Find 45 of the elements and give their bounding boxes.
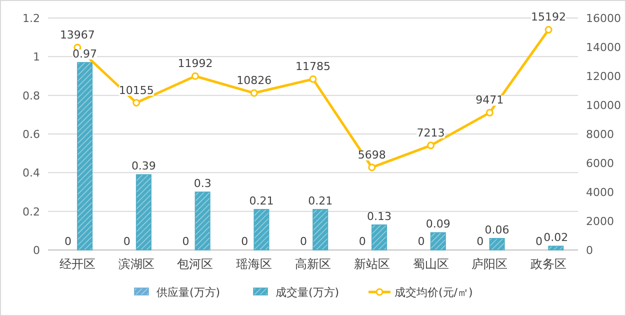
y2-tick-label: 12000 xyxy=(586,70,621,83)
y-tick-label: 0.2 xyxy=(22,205,40,218)
x-tick-label: 新站区 xyxy=(354,257,390,271)
bar xyxy=(430,232,446,250)
y2-tick-label: 0 xyxy=(586,244,593,257)
y2-tick-label: 10000 xyxy=(586,99,621,112)
y-tick-label: 0.4 xyxy=(22,166,40,180)
legend-label: 成交量(万方) xyxy=(276,286,340,299)
y2-tick-label: 16000 xyxy=(586,12,621,25)
bar xyxy=(371,224,388,250)
y2-tick-label: 4000 xyxy=(586,186,614,199)
y-tick-label: 1 xyxy=(33,50,40,64)
y2-tick-label: 8000 xyxy=(586,128,614,141)
y-tick-label: 1.2 xyxy=(22,12,40,25)
point xyxy=(486,108,494,116)
y2-tick-label: 14000 xyxy=(586,41,621,54)
x-tick-label: 包河区 xyxy=(177,257,214,271)
y2-tick-label: 2000 xyxy=(586,215,614,228)
x-tick-label: 高新区 xyxy=(295,257,331,271)
x-tick-label: 经开区 xyxy=(59,257,96,271)
bar xyxy=(312,209,328,250)
y-tick-label: 0.8 xyxy=(22,89,40,102)
y-tick-label: 0 xyxy=(33,244,40,257)
bar xyxy=(77,62,93,250)
x-tick-label: 瑶海区 xyxy=(236,257,272,271)
point xyxy=(191,72,199,80)
legend-label: 供应量(万方) xyxy=(156,286,220,299)
bar xyxy=(254,209,270,250)
point xyxy=(427,142,435,150)
legend-label: 成交均价(元/㎡) xyxy=(394,286,473,299)
point xyxy=(250,89,258,97)
point xyxy=(368,164,376,172)
bar xyxy=(136,174,152,250)
point xyxy=(309,75,317,83)
x-tick-label: 滨湖区 xyxy=(118,257,154,271)
bar xyxy=(194,192,210,250)
x-tick-label: 庐阳区 xyxy=(472,257,508,271)
y-tick-label: 0.6 xyxy=(22,128,40,141)
point xyxy=(132,99,140,107)
y2-tick-label: 6000 xyxy=(586,157,614,170)
x-tick-label: 蜀山区 xyxy=(412,257,449,271)
bar xyxy=(489,238,505,250)
x-tick-label: 政务区 xyxy=(530,257,567,271)
bar xyxy=(548,246,564,250)
point xyxy=(544,26,552,34)
